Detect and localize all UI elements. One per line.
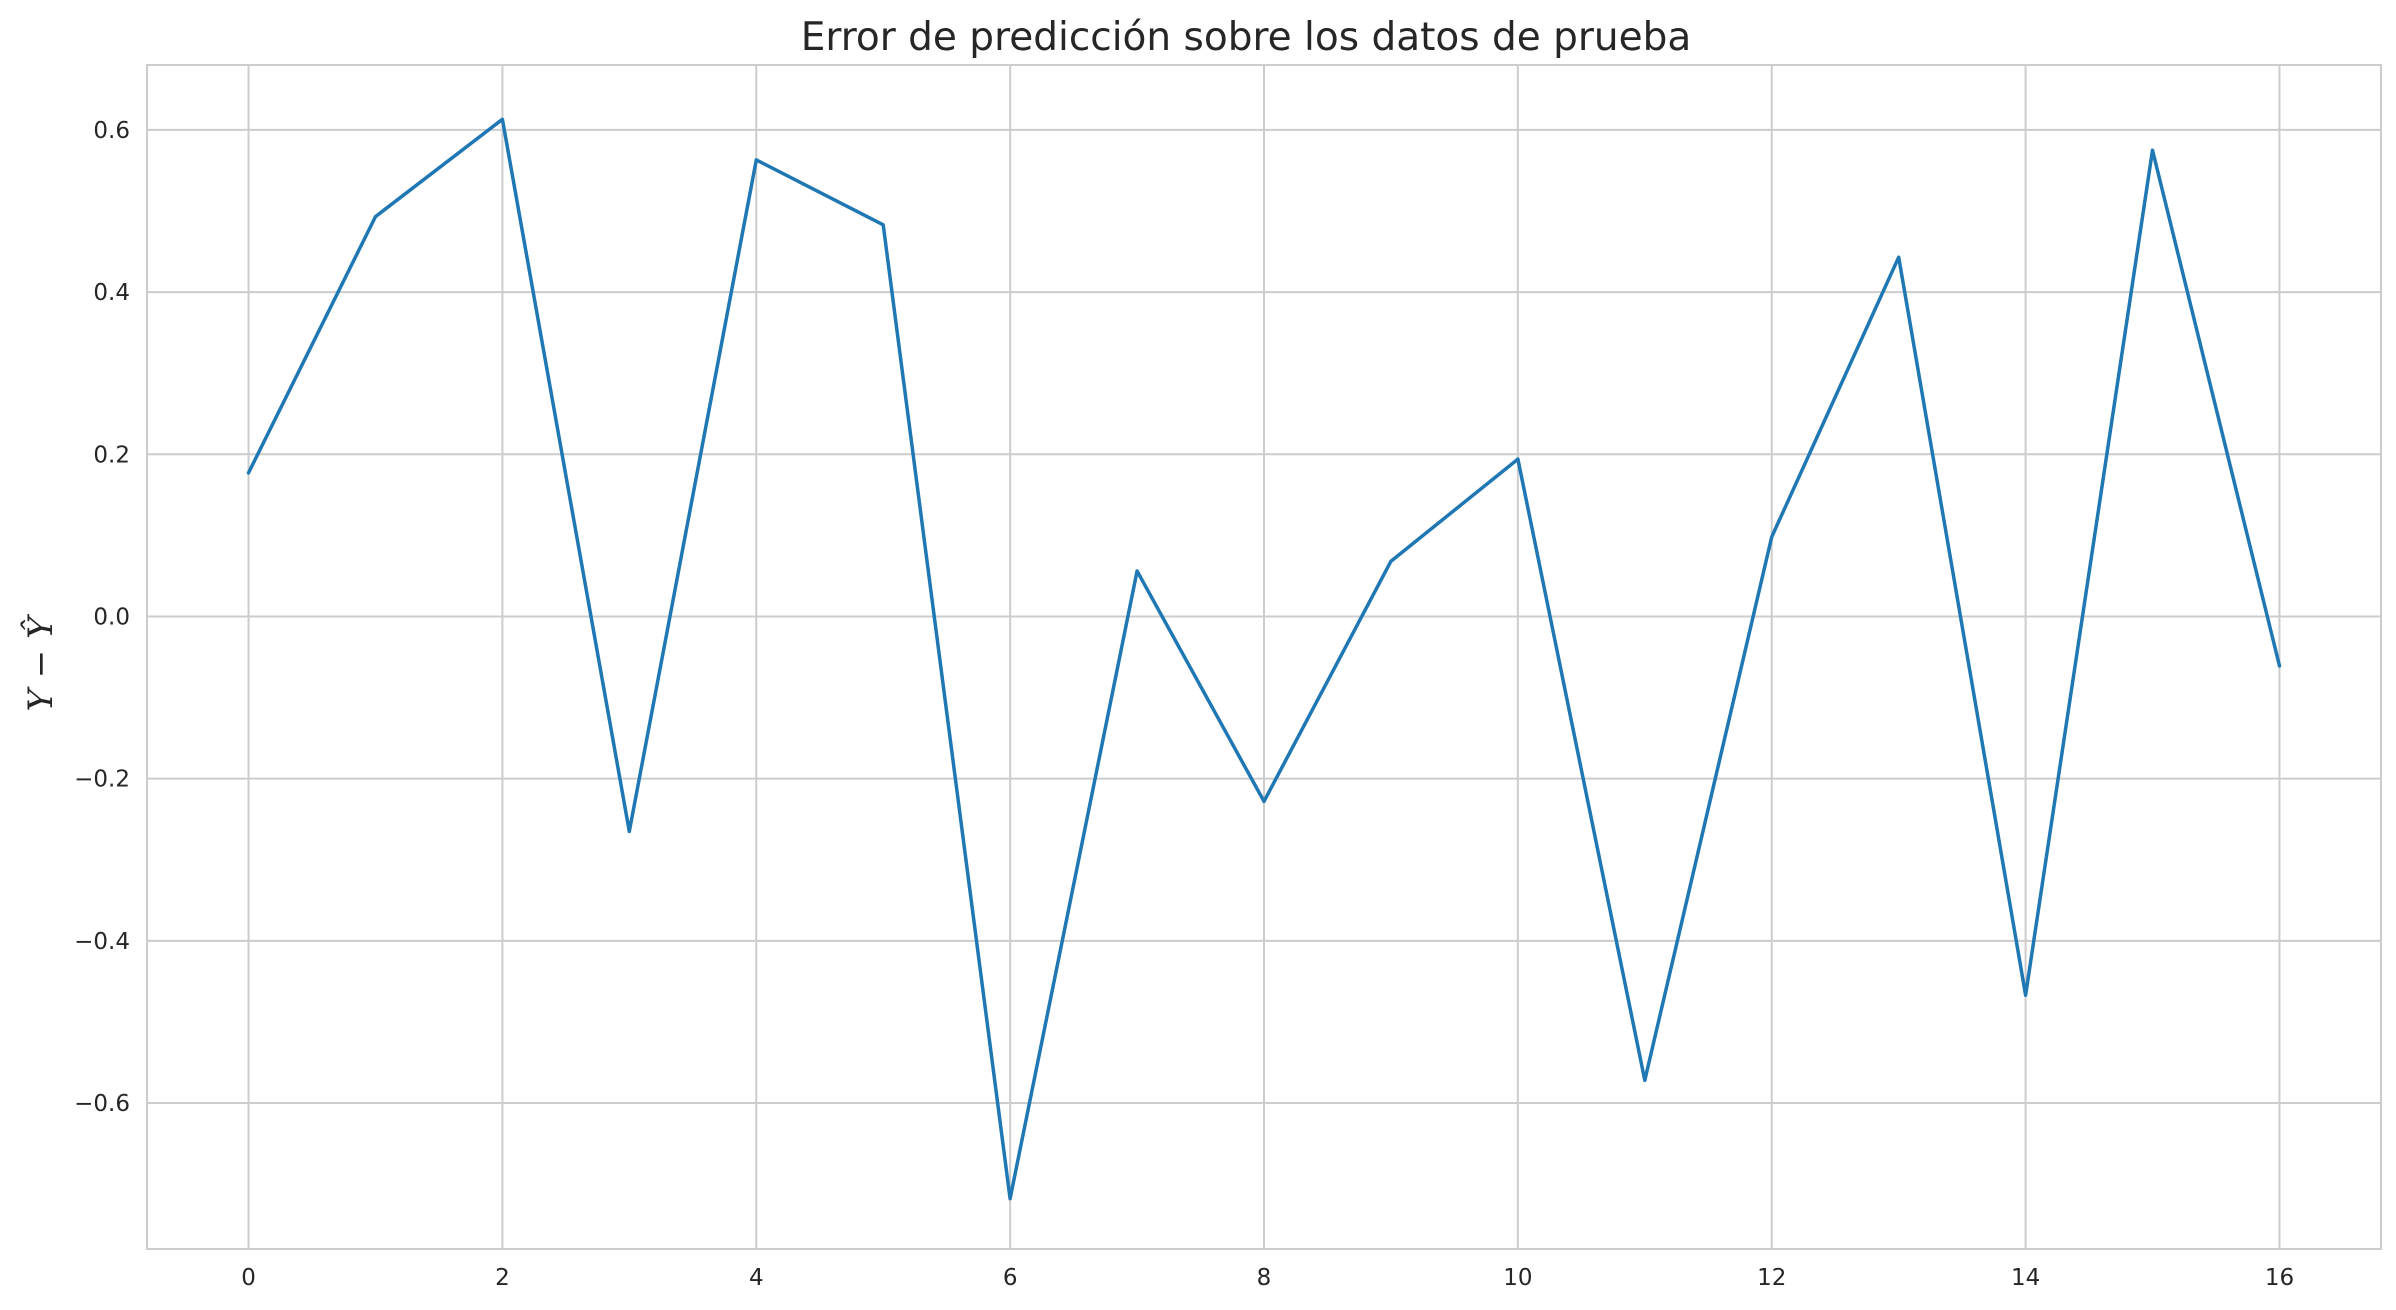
x-tick-label: 16	[2265, 1265, 2294, 1291]
x-tick-label: 12	[1757, 1265, 1786, 1291]
x-tick-label: 6	[1003, 1265, 1018, 1291]
y-tick-label: 0.4	[93, 280, 130, 306]
tick-labels: 0 2 4 6 8 10 12 14 16 −0.6 −0.4 −0.2 0.0 0.2 0.4 0.6	[74, 118, 2294, 1291]
grid-lines	[147, 65, 2381, 1249]
y-tick-label: −0.2	[74, 767, 130, 793]
y-tick-label: 0.6	[93, 118, 130, 144]
x-tick-label: 0	[241, 1265, 256, 1291]
x-tick-label: 14	[2011, 1265, 2040, 1291]
y-tick-label: 0.2	[93, 442, 130, 468]
x-tick-label: 10	[1503, 1265, 1532, 1291]
y-tick-label: 0.0	[93, 604, 130, 630]
x-tick-label: 8	[1257, 1265, 1272, 1291]
series-layer	[246, 117, 2282, 1201]
chart-title: Error de predicción sobre los datos de p…	[801, 15, 1692, 60]
x-tick-label: 2	[495, 1265, 510, 1291]
y-axis-label: Y − Ŷ	[20, 613, 61, 712]
y-tick-label: −0.4	[74, 929, 130, 955]
plot-frame	[146, 64, 2382, 1250]
x-tick-label: 4	[749, 1265, 764, 1291]
series-line	[246, 117, 2282, 1201]
y-tick-label: −0.6	[74, 1091, 130, 1117]
